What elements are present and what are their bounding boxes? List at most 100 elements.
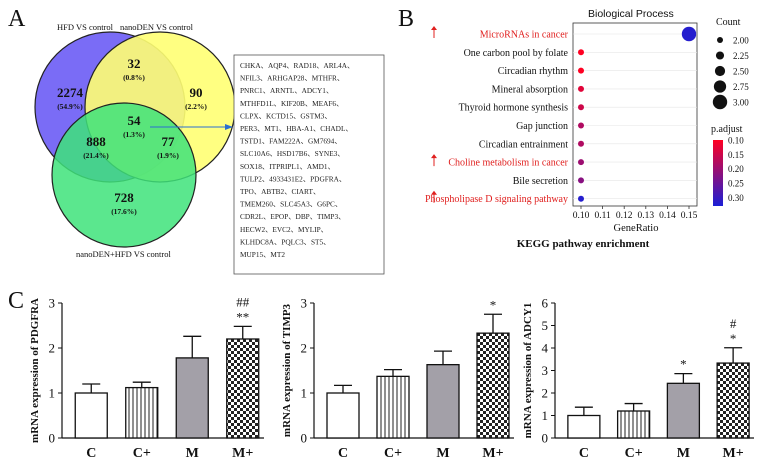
x-tick-label: 0.10 bbox=[573, 211, 590, 221]
venn-count-nanoden-only: 90 bbox=[190, 85, 203, 100]
x-tick-label: 0.13 bbox=[637, 211, 654, 221]
panel-label-a: A bbox=[8, 6, 26, 32]
bar-chart: 0 1 2 3 mRNA expression of TIMP3 C C+ M M+ * bbox=[281, 296, 514, 460]
highlight-arrowhead bbox=[431, 154, 437, 159]
y-tick-label: 2 bbox=[301, 341, 308, 356]
y-tick-label: 0 bbox=[49, 431, 56, 446]
padj-legend-title: p.adjust bbox=[711, 124, 743, 135]
gene-list-arrowhead bbox=[225, 124, 233, 130]
significance-mark: # bbox=[730, 316, 737, 331]
venn-pct-hfd-combo: (21.4%) bbox=[83, 151, 109, 160]
venn-count-combo-only: 728 bbox=[114, 190, 134, 205]
panel-a: A HFD VS control nanoDEN VS control nano… bbox=[8, 6, 385, 275]
venn-pct-hfd-nanoden: (0.8%) bbox=[123, 73, 145, 82]
bar-chart: 0 1 2 3 mRNA expression of PDGFRA C C+ M M+ **## bbox=[29, 294, 264, 460]
y-tick-label: One carbon pool by folate bbox=[464, 48, 569, 59]
data-point bbox=[578, 67, 584, 74]
venn-set-label-combo: nanoDEN+HFD VS control bbox=[76, 249, 171, 259]
venn-count-nanoden-combo: 77 bbox=[162, 134, 176, 149]
venn-circle-combo bbox=[51, 102, 197, 248]
y-tick-label: 3 bbox=[301, 296, 308, 311]
y-tick-label: 6 bbox=[542, 296, 549, 311]
data-point bbox=[578, 140, 584, 147]
x-tick-label: C bbox=[579, 446, 589, 460]
y-tick-label: Circadian entrainment bbox=[479, 139, 568, 150]
significance-mark: * bbox=[730, 331, 737, 346]
gene-list-line: SLC10A6、HSD17B6、SYNE3、 bbox=[240, 149, 345, 158]
count-legend-dot bbox=[714, 65, 726, 77]
y-tick-label: 2 bbox=[49, 341, 56, 356]
x-axis-label: GeneRatio bbox=[614, 223, 659, 234]
x-tick-label: 0.11 bbox=[594, 211, 611, 221]
y-tick-label: 2 bbox=[542, 386, 549, 401]
gene-list-line: TPO、ABTB2、CIART、 bbox=[240, 187, 320, 196]
venn-set-label-hfd: HFD VS control bbox=[57, 22, 114, 32]
x-tick-label: C+ bbox=[625, 446, 643, 460]
count-legend-label: 2.00 bbox=[733, 36, 749, 46]
padj-legend-label: 0.30 bbox=[728, 193, 744, 203]
bar bbox=[716, 362, 750, 439]
x-tick-label: 0.14 bbox=[659, 211, 676, 221]
venn-count-hfd-only: 2274 bbox=[57, 85, 84, 100]
y-axis-label: mRNA expression of TIMP3 bbox=[281, 303, 293, 437]
x-tick-label: M+ bbox=[232, 446, 253, 460]
y-tick-label: Bile secretion bbox=[513, 176, 568, 187]
venn-count-all-three: 54 bbox=[128, 113, 142, 128]
x-tick-label: C+ bbox=[133, 446, 151, 460]
gene-list-line: HECW2、EVC2、MYLIP、 bbox=[240, 225, 328, 234]
gene-list-line: TMEM260、SLC45A3、G6PC、 bbox=[240, 200, 342, 209]
significance-mark: ## bbox=[236, 294, 250, 309]
y-tick-label: Choline metabolism in cancer bbox=[448, 158, 568, 169]
bar bbox=[476, 332, 510, 439]
venn-pct-nanoden-only: (2.2%) bbox=[185, 102, 207, 111]
count-legend-label: 2.75 bbox=[733, 82, 749, 92]
data-point bbox=[578, 195, 584, 202]
data-point bbox=[578, 85, 584, 92]
y-axis-label: mRNA expression of ADCY1 bbox=[522, 303, 534, 439]
venn-pct-all-three: (1.3%) bbox=[123, 130, 145, 139]
y-tick-label: Thyroid hormone synthesis bbox=[459, 103, 569, 114]
venn-pct-nanoden-combo: (1.9%) bbox=[157, 151, 179, 160]
y-tick-label: Mineral absorption bbox=[492, 84, 568, 95]
y-tick-label: 4 bbox=[542, 341, 549, 356]
bar bbox=[666, 382, 701, 439]
gene-list-line: PER3、MT1、HBA-A1、CHADL、 bbox=[240, 124, 353, 133]
panel-b: B Biological Process MicroRNAs in cancer O… bbox=[398, 6, 749, 250]
count-legend-label: 2.50 bbox=[733, 67, 749, 77]
count-legend-dot bbox=[712, 94, 728, 110]
data-point bbox=[578, 49, 584, 56]
significance-mark: * bbox=[490, 297, 497, 312]
venn-count-hfd-nanoden: 32 bbox=[128, 56, 141, 71]
y-tick-label: 5 bbox=[542, 318, 549, 333]
x-tick-label: 0.15 bbox=[681, 211, 698, 221]
count-legend-label: 2.25 bbox=[733, 51, 749, 61]
significance-mark: * bbox=[680, 357, 687, 372]
y-tick-label: Circadian rhythm bbox=[498, 66, 568, 77]
y-tick-label: 1 bbox=[542, 408, 549, 423]
data-point bbox=[578, 122, 584, 129]
x-tick-label: M bbox=[186, 446, 199, 460]
gene-list-box bbox=[233, 54, 385, 275]
x-tick-label: C+ bbox=[384, 446, 402, 460]
padj-colorbar bbox=[713, 140, 723, 206]
count-legend-dot bbox=[713, 80, 727, 93]
significance-mark: ** bbox=[236, 309, 249, 324]
y-tick-label: 3 bbox=[542, 363, 549, 378]
bar bbox=[125, 386, 159, 439]
y-tick-label: 3 bbox=[49, 296, 56, 311]
gene-list-line: SOX18、ITPRIPL1、AMD1、 bbox=[240, 162, 335, 171]
panel-label-b: B bbox=[398, 6, 414, 32]
chart-title: Biological Process bbox=[588, 8, 674, 20]
data-point bbox=[578, 177, 584, 184]
bar bbox=[616, 410, 651, 439]
count-legend-label: 3.00 bbox=[733, 98, 749, 108]
gene-list-line: CLPX、KCTD15、GSTM3、 bbox=[240, 111, 332, 120]
count-legend-dot bbox=[715, 51, 725, 60]
gene-list-line: TULP2、4933431E2、PDGFRA、 bbox=[240, 174, 346, 183]
y-tick-label: Gap junction bbox=[516, 121, 568, 132]
bar bbox=[175, 357, 209, 439]
x-tick-label: M bbox=[436, 446, 449, 460]
padj-legend-label: 0.10 bbox=[728, 136, 744, 146]
y-tick-label: MicroRNAs in cancer bbox=[480, 30, 569, 41]
